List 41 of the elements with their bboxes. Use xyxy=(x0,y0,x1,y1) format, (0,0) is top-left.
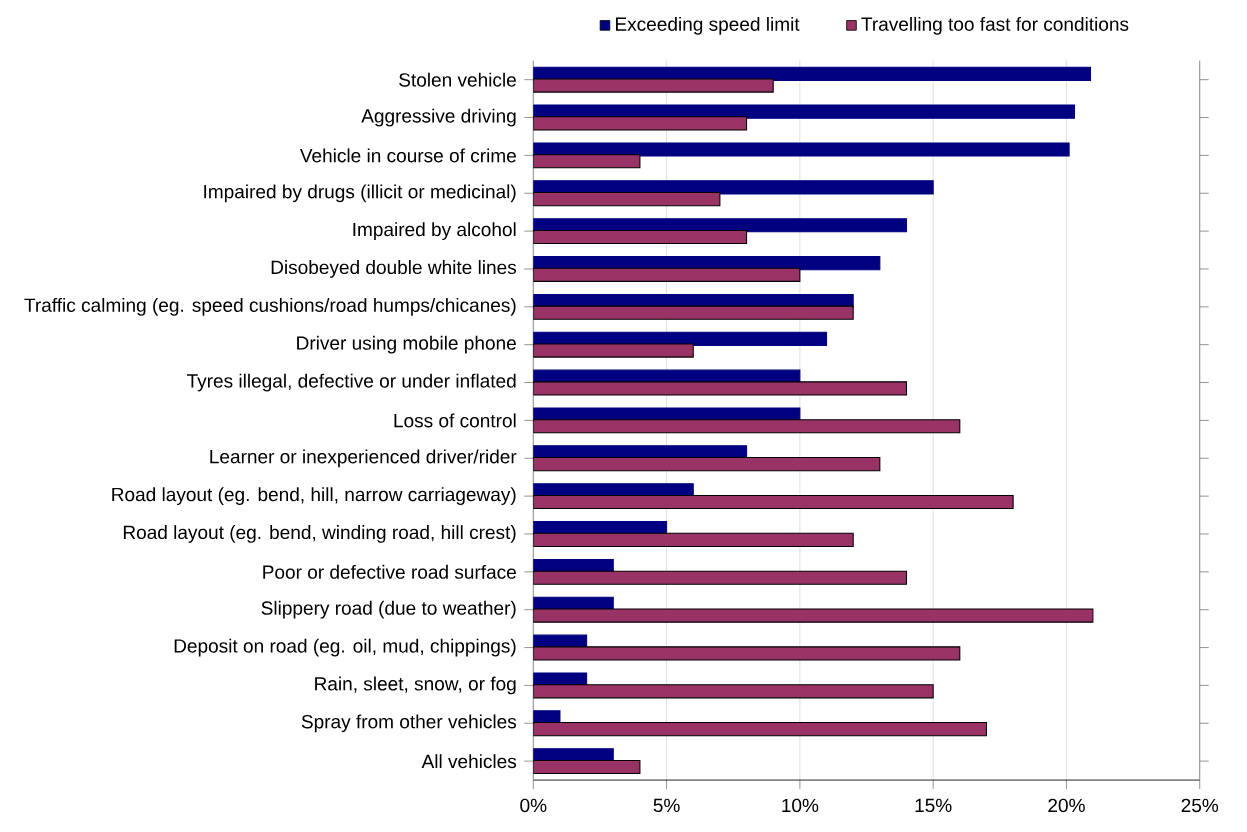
bar xyxy=(533,116,748,131)
y-tick-label: Tyres illegal, defective or under inflated xyxy=(187,373,516,392)
bar xyxy=(533,532,854,547)
y-tick-label: Deposit on road (eg. oil, mud, chippings) xyxy=(174,638,516,657)
legend-label: Travelling too fast for conditions xyxy=(861,16,1129,35)
y-tick-label: Vehicle in course of crime xyxy=(299,148,516,163)
y-tick-label: Learner or inexperienced driver/rider xyxy=(210,449,517,468)
x-tick-label: 5% xyxy=(653,798,680,813)
y-tick-label: Poor or defective road surface xyxy=(263,564,516,579)
x-tick-label: 25% xyxy=(1181,798,1219,813)
bar xyxy=(533,722,988,737)
legend-label: Exceeding speed limit xyxy=(616,16,800,35)
y-tick-label: Impaired by alcohol xyxy=(353,222,516,241)
bar xyxy=(533,684,934,699)
bar xyxy=(533,305,854,320)
bar xyxy=(533,267,801,282)
y-tick-label: Road layout (eg. bend, hill, narrow carriageway) xyxy=(112,487,516,506)
y-tick-label: Road layout (eg. bend, winding road, hill crest) xyxy=(123,525,516,543)
y-tick-label: Slippery road (due to weather) xyxy=(261,600,516,619)
y-tick-label: Driver using mobile phone xyxy=(297,335,516,354)
y-tick-label: Loss of control xyxy=(394,413,516,428)
bar xyxy=(533,570,908,585)
y-tick-label: Aggressive driving xyxy=(361,108,516,127)
x-tick-label: 15% xyxy=(915,798,952,813)
bar xyxy=(533,154,641,169)
y-tick-label: Disobeyed double white lines xyxy=(271,260,517,278)
bar xyxy=(533,759,641,775)
y-tick-label: Rain, sleet, snow, or fog xyxy=(315,676,516,695)
y-tick-label: All vehicles xyxy=(421,754,517,769)
x-tick-label: 0% xyxy=(520,798,547,813)
bar xyxy=(533,494,1014,510)
y-tick-label: Stolen vehicle xyxy=(399,72,516,87)
bar xyxy=(533,192,721,207)
y-tick-label: Spray from other vehicles xyxy=(301,714,517,733)
bar xyxy=(533,457,881,472)
y-tick-label: Impaired by drugs (illicit or medicinal) xyxy=(204,184,516,203)
x-tick-label: 20% xyxy=(1048,798,1085,813)
y-tick-label: Traffic calming (eg. speed cushions/road humps/chicanes) xyxy=(24,298,516,316)
bar xyxy=(533,419,961,434)
x-tick-label: 10% xyxy=(782,798,819,813)
bar xyxy=(533,229,748,245)
